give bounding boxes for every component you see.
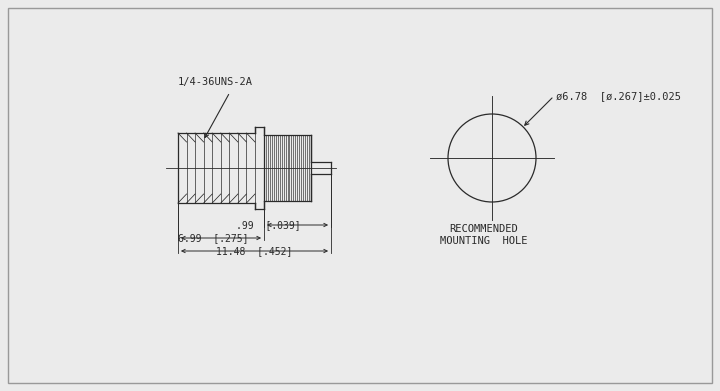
Text: ø6.78  [ø.267]±0.025: ø6.78 [ø.267]±0.025 [556,91,681,101]
Text: .99  [.039]: .99 [.039] [236,220,301,230]
Text: RECOMMENDED: RECOMMENDED [449,224,518,234]
Text: 1/4-36UNS-2A: 1/4-36UNS-2A [178,77,253,87]
Text: 6.99  [.275]: 6.99 [.275] [178,233,248,243]
Text: 11.48  [.452]: 11.48 [.452] [216,246,293,256]
Text: MOUNTING  HOLE: MOUNTING HOLE [440,236,528,246]
